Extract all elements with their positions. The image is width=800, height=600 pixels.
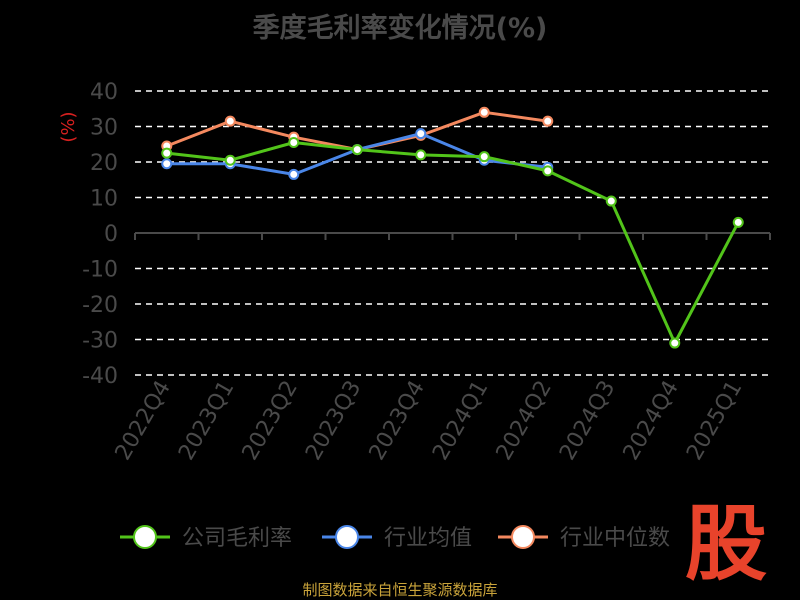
data-point xyxy=(224,115,236,127)
x-tick-label: 2023Q2 xyxy=(238,377,303,465)
legend-label: 公司毛利率 xyxy=(182,526,292,551)
x-tick-label: 2024Q1 xyxy=(428,377,493,465)
legend-marker xyxy=(133,525,157,549)
series-line xyxy=(166,141,740,345)
data-point xyxy=(669,337,681,349)
legend: 公司毛利率 行业均值 行业中位数 xyxy=(120,525,670,551)
y-axis-label: (%) xyxy=(58,111,79,142)
data-point xyxy=(732,216,744,228)
data-point xyxy=(288,168,300,180)
x-tick-label: 2023Q1 xyxy=(174,377,239,465)
data-point xyxy=(605,195,617,207)
y-tick-label: -10 xyxy=(82,258,118,283)
data-point xyxy=(351,144,363,156)
data-point xyxy=(288,136,300,148)
y-tick-label: -30 xyxy=(82,329,118,354)
brand-logo-mark: 股 xyxy=(685,497,768,592)
data-point xyxy=(542,115,554,127)
data-point xyxy=(224,154,236,166)
data-point xyxy=(542,165,554,177)
legend-marker xyxy=(511,525,535,549)
chart-title: 季度毛利率变化情况(%) xyxy=(252,13,548,44)
x-tick-label: 2024Q3 xyxy=(555,377,620,465)
series-lines xyxy=(161,106,744,349)
data-point xyxy=(161,158,173,170)
legend-label: 行业中位数 xyxy=(560,526,670,551)
y-tick-label: -20 xyxy=(82,293,118,318)
grid-lines xyxy=(135,90,770,376)
data-point xyxy=(478,106,490,118)
x-tick-label: 2024Q4 xyxy=(619,377,684,465)
series-line xyxy=(166,110,549,152)
x-tick-label: 2023Q3 xyxy=(301,377,366,465)
x-tick-label: 2025Q1 xyxy=(682,377,747,465)
x-tick-label: 2024Q2 xyxy=(492,377,557,465)
legend-label: 行业均值 xyxy=(384,526,472,551)
y-tick-label: 0 xyxy=(104,222,118,247)
data-point xyxy=(415,149,427,161)
y-tick-label: -40 xyxy=(82,364,118,389)
x-tick-label: 2023Q4 xyxy=(365,377,430,465)
y-tick-label: 20 xyxy=(90,151,118,176)
y-tick-label: 30 xyxy=(90,116,118,141)
data-point xyxy=(161,147,173,159)
legend-marker xyxy=(335,525,359,549)
data-point xyxy=(478,151,490,163)
y-tick-label: 10 xyxy=(90,187,118,212)
x-tick-label: 2022Q4 xyxy=(111,377,176,465)
y-tick-label: 40 xyxy=(90,80,118,105)
data-point xyxy=(415,128,427,140)
data-source-note: 制图数据来自恒生聚源数据库 xyxy=(302,581,498,599)
